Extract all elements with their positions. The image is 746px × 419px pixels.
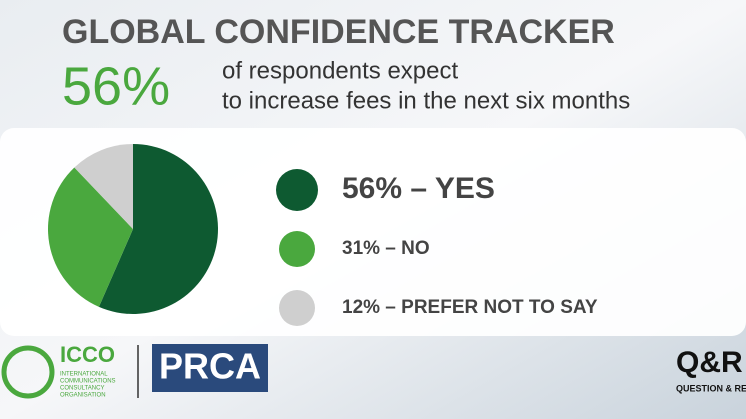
icco-logo: ICCO xyxy=(60,342,115,367)
prca-logo: PRCA xyxy=(159,346,261,387)
icco-sub: ORGANISATION xyxy=(60,393,106,399)
legend-swatch xyxy=(279,231,315,267)
qr-sub: QUESTION & RETAIL xyxy=(676,383,746,393)
legend-swatch xyxy=(279,290,315,326)
icco-sub: INTERNATIONAL xyxy=(60,372,108,378)
pie-slice xyxy=(98,144,218,314)
legend-swatch xyxy=(276,169,318,211)
icco-sub: COMMUNICATIONS xyxy=(60,379,116,385)
legend-label: 56% – YES xyxy=(342,172,495,205)
logos: ICCO INTERNATIONAL COMMUNICATIONS CONSUL… xyxy=(1,342,746,399)
legend-label: 12% – PREFER NOT TO SAY xyxy=(342,297,598,318)
icco-globe xyxy=(1,345,55,399)
subtitle: of respondents expect xyxy=(222,57,458,84)
pie-slice xyxy=(47,167,133,307)
headline: 56% xyxy=(62,56,170,116)
prca-box xyxy=(152,344,268,392)
pie-slice xyxy=(74,144,133,229)
chart-title: GLOBAL CONFIDENCE TRACKER xyxy=(62,13,615,51)
qr-logo: Q&R xyxy=(676,346,743,379)
subtitle: to increase fees in the next six months xyxy=(222,87,630,114)
icco-sub: CONSULTANCY xyxy=(60,386,104,392)
legend-label: 31% – NO xyxy=(342,238,430,259)
